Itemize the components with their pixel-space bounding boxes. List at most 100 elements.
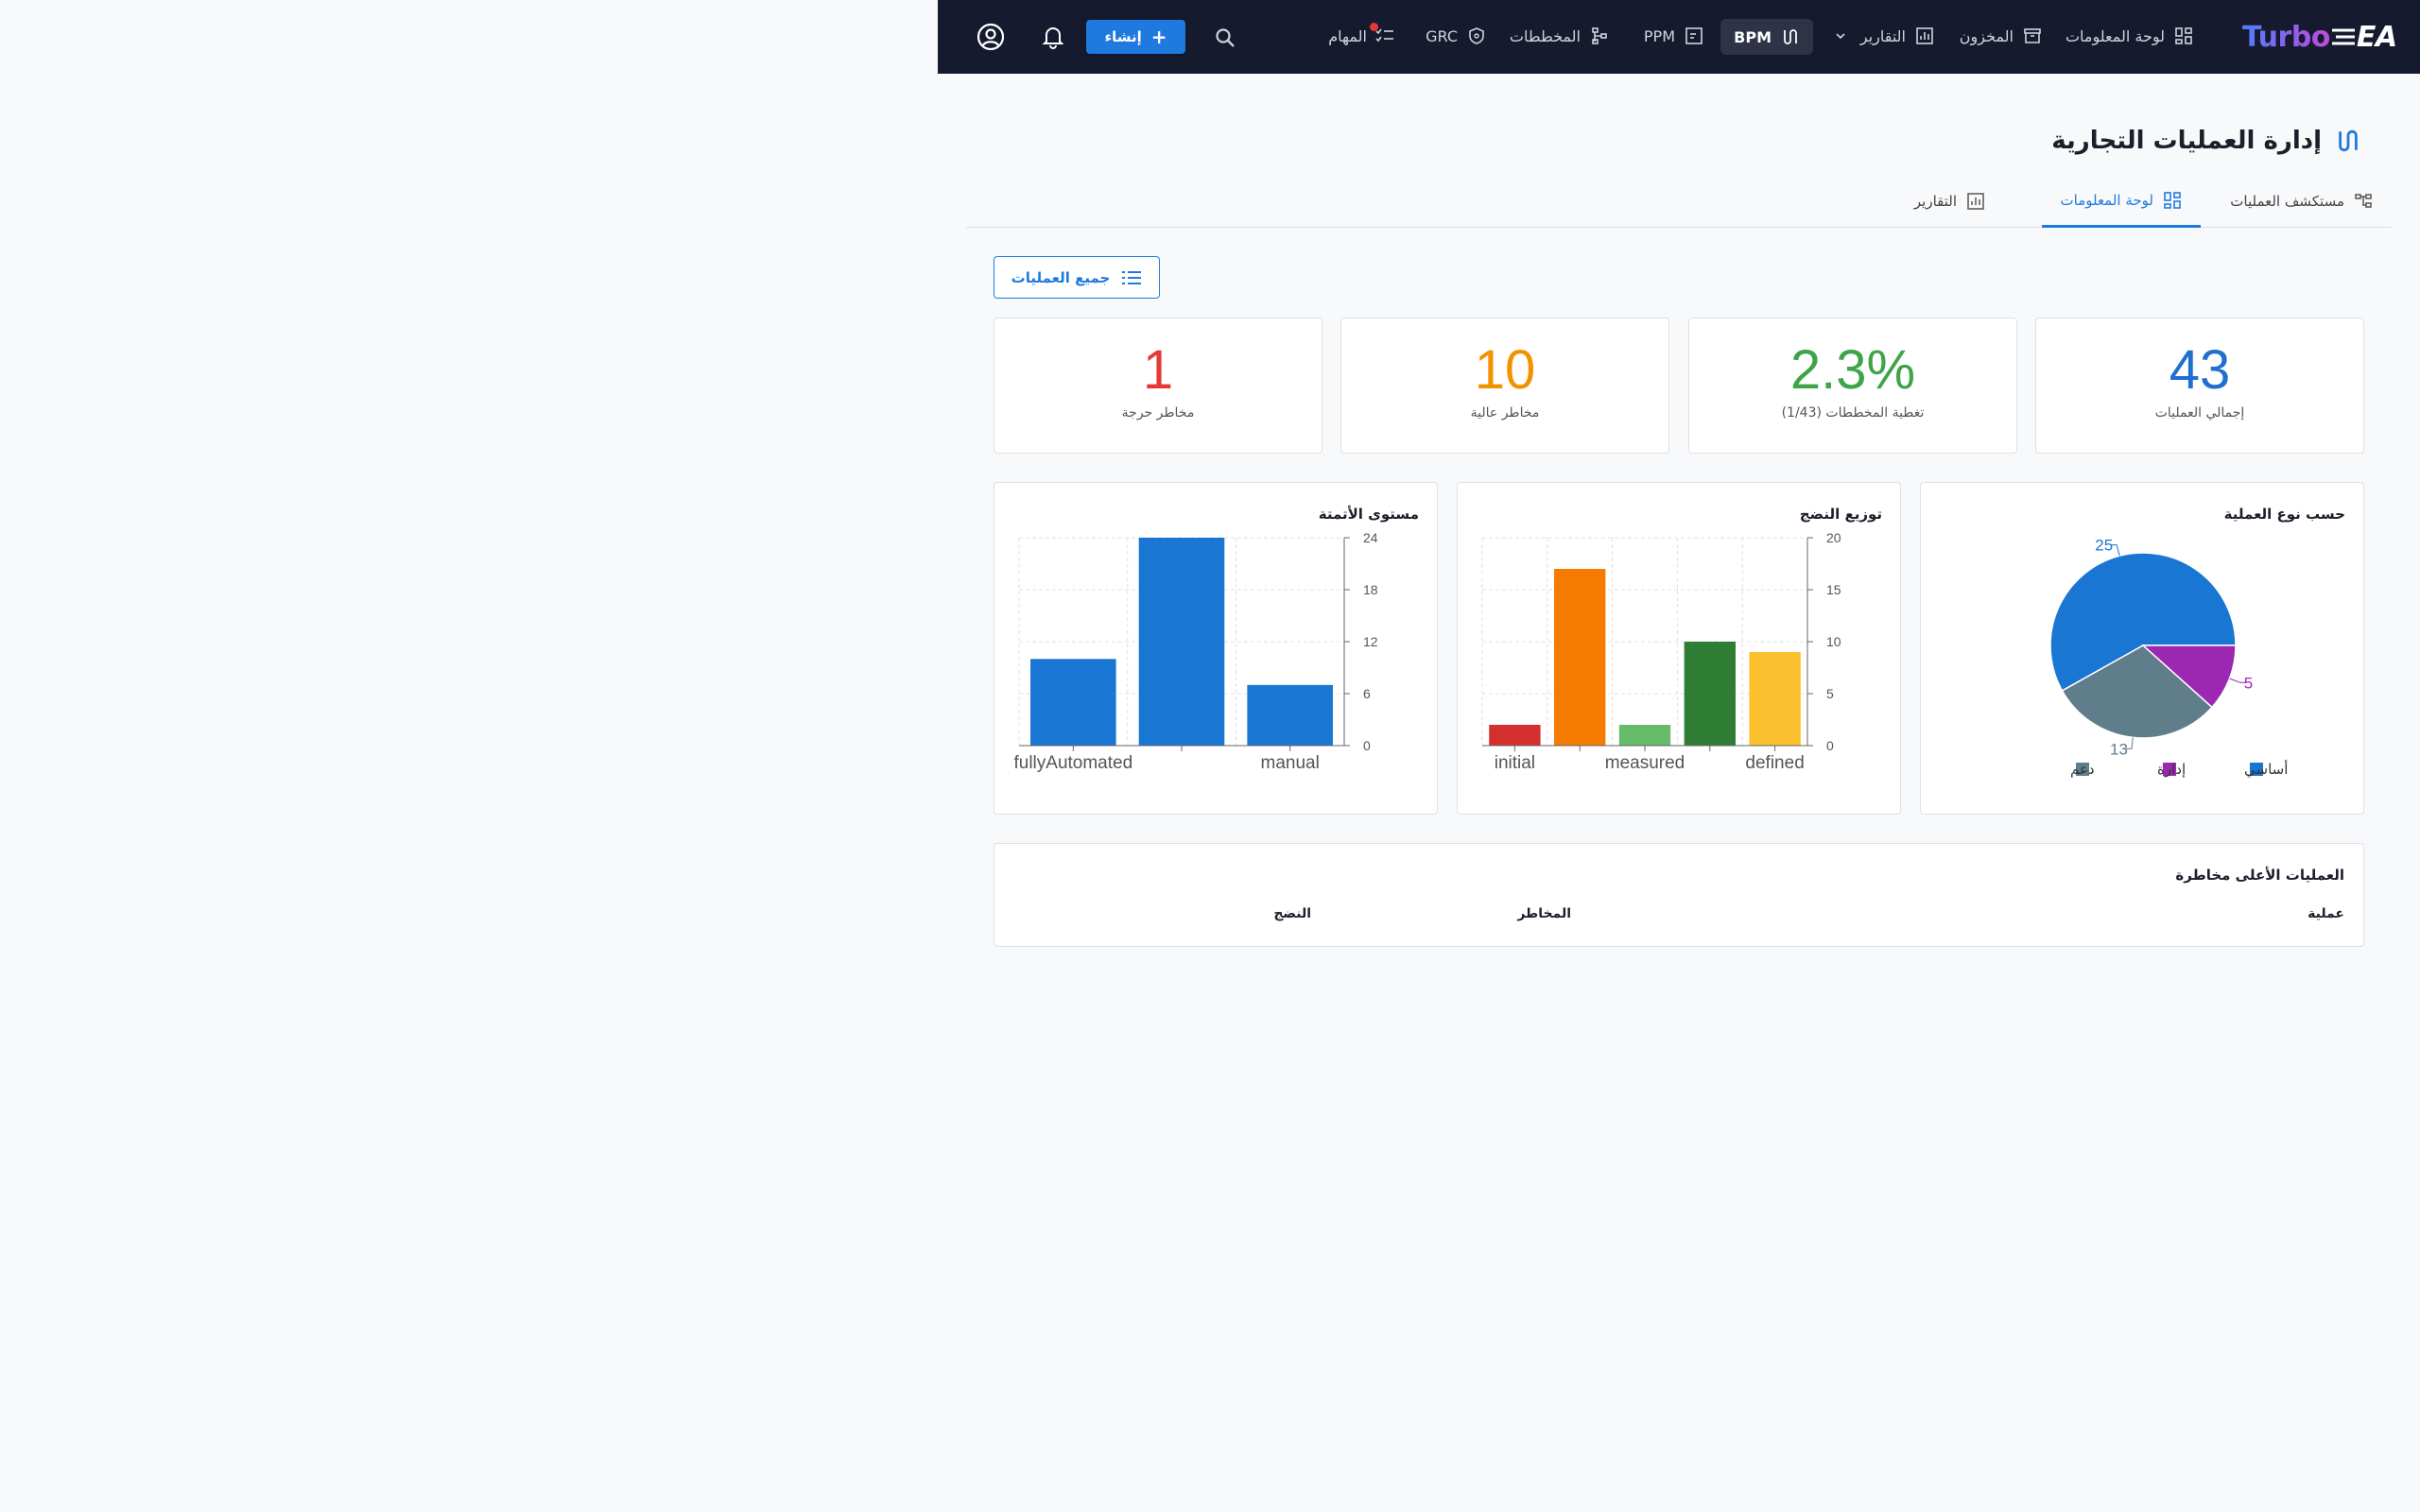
turbo-ea-logo[interactable]: Turbo EA <box>2242 20 2397 54</box>
pie-chart: 25 5 13 أساسي إدارة دعم <box>2049 537 2288 779</box>
notifications-button[interactable] <box>1040 24 1066 50</box>
x-tick-label: manual <box>1261 753 1320 773</box>
chart-title: حسب نوع العملية <box>2223 506 2345 523</box>
checklist-icon <box>1375 28 1393 43</box>
y-tick-label: 20 <box>1826 530 1841 545</box>
list-icon <box>1122 270 1142 284</box>
bar <box>1618 725 1671 746</box>
y-tick-label: 5 <box>1826 686 1834 701</box>
kpi-high-risks: 10 مخاطر عالية <box>1340 318 1669 454</box>
create-button[interactable]: + إنشاء <box>1086 20 1185 54</box>
nav-ppm[interactable]: PPM <box>1644 26 1703 45</box>
account-button[interactable] <box>976 22 1006 52</box>
y-tick-label: 0 <box>1826 738 1834 753</box>
x-tick-label: fullyAutomated <box>1013 753 1132 773</box>
chart-card-maturity: 0 5 10 15 20 initial measured defined توزيع الن… <box>1457 482 1901 815</box>
bar <box>1489 725 1541 746</box>
search-button[interactable] <box>1214 26 1236 49</box>
tab-reports[interactable]: التقارير <box>1914 175 1985 228</box>
kpi-value: 10 <box>1474 339 1536 401</box>
y-tick-label: 15 <box>1826 582 1841 597</box>
kpi-label: مخاطر عالية <box>1470 405 1540 421</box>
pie-value-label: 13 <box>2110 740 2128 758</box>
tab-dashboard[interactable]: لوحة المعلومات <box>2041 175 2201 228</box>
logo-stripes-icon <box>2331 28 2355 45</box>
bar <box>1749 652 1801 746</box>
pie-slice <box>2141 644 2237 709</box>
chart-title: توزيع النضج <box>1799 506 1882 523</box>
tasks-notification-dot <box>1370 23 1378 31</box>
bell-icon <box>1042 27 1064 49</box>
legend-label: أساسي <box>2244 760 2288 779</box>
route-icon <box>2339 129 2358 152</box>
pie-slice <box>2049 552 2237 692</box>
legend-swatch <box>2076 763 2089 776</box>
y-tick-label: 0 <box>1363 738 1371 753</box>
kpi-value: 1 <box>1142 339 1174 401</box>
project-icon <box>1685 27 1703 44</box>
bar <box>1030 659 1116 746</box>
chevron-down-icon <box>1836 33 1845 40</box>
bar-chart-icon <box>1967 193 1984 210</box>
tab-process-explorer[interactable]: مستكشف العمليات <box>2230 175 2373 228</box>
automation-bar-chart: 0 6 12 18 24 fullyAutomated manual <box>1013 530 1378 773</box>
account-circle-icon <box>977 23 1005 51</box>
bar <box>1247 684 1333 746</box>
nav-tasks[interactable]: المهام <box>1328 26 1395 45</box>
kpi-label: مخاطر حرجة <box>1121 405 1195 421</box>
legend-label: إدارة <box>2157 761 2186 778</box>
legend-swatch <box>2250 763 2263 776</box>
top-nav-bar: Turbo EA لوحة المعلومات المخزون التقارير … <box>938 0 2420 74</box>
chart-card-process-type: 25 5 13 أساسي إدارة دعم حسب نوع العملية <box>1920 482 2364 815</box>
y-tick-label: 12 <box>1363 634 1378 649</box>
pie-leader-line <box>2229 678 2246 683</box>
diagram-icon <box>1592 27 1607 44</box>
pie-leader-line <box>2125 737 2134 749</box>
pie-value-label: 25 <box>2095 537 2113 555</box>
kpi-label: إجمالي العمليات <box>2154 405 2245 421</box>
pie-slice <box>2061 644 2214 739</box>
maturity-bar-chart: 0 5 10 15 20 initial measured defined <box>1481 530 1841 773</box>
bar <box>1554 569 1606 746</box>
legend-label: دعم <box>2070 761 2095 778</box>
pie-leader-line <box>2111 544 2120 557</box>
x-tick-label: measured <box>1605 753 1685 773</box>
y-tick-label: 10 <box>1826 634 1841 649</box>
column-header-maturity[interactable]: النضج <box>1273 906 1311 921</box>
shield-icon <box>1469 27 1484 44</box>
dashboard-icon <box>2175 27 2192 44</box>
archive-icon <box>2024 28 2041 43</box>
nav-grc[interactable]: GRC <box>1426 26 1486 45</box>
all-processes-button[interactable]: جميع العمليات <box>994 256 1160 299</box>
column-header-process[interactable]: عملية <box>2308 906 2344 921</box>
bar <box>1138 538 1225 746</box>
y-tick-label: 18 <box>1363 582 1378 597</box>
table-title: العمليات الأعلى مخاطرة <box>2175 867 2344 884</box>
search-icon <box>1216 28 1235 47</box>
legend-swatch <box>2163 763 2176 776</box>
nav-dashboard[interactable]: لوحة المعلومات <box>2066 26 2193 45</box>
kpi-label: تغطية المخططات (1/43) <box>1781 405 1925 421</box>
nav-diagrams[interactable]: المخططات <box>1510 26 1609 45</box>
hierarchy-icon <box>2355 194 2372 208</box>
route-icon <box>1784 29 1797 44</box>
nav-bpm[interactable]: BPM <box>1720 19 1813 55</box>
column-header-risks[interactable]: المخاطر <box>1517 906 1571 921</box>
x-tick-label: initial <box>1495 753 1535 773</box>
nav-reports[interactable]: التقارير <box>1834 26 1934 45</box>
kpi-value: 2.3% <box>1789 339 1916 401</box>
page-title: إدارة العمليات التجارية <box>2051 127 2361 155</box>
x-tick-label: defined <box>1745 753 1804 773</box>
bar <box>1684 642 1736 746</box>
top-risk-processes-card: العمليات الأعلى مخاطرة عملية المخاطر الن… <box>994 843 2364 947</box>
y-tick-label: 6 <box>1363 686 1371 701</box>
nav-inventory[interactable]: المخزون <box>1960 26 2042 45</box>
chart-card-automation: 0 6 12 18 24 fullyAutomated manual مستوى الأتم… <box>994 482 1438 815</box>
kpi-diagram-coverage: 2.3% تغطية المخططات (1/43) <box>1688 318 2017 454</box>
kpi-total-processes: 43 إجمالي العمليات <box>2035 318 2364 454</box>
dashboard-icon <box>2164 191 2181 209</box>
y-tick-label: 24 <box>1363 530 1378 545</box>
kpi-critical-risks: 1 مخاطر حرجة <box>994 318 1322 454</box>
page-tabs: مستكشف العمليات لوحة المعلومات التقارير <box>966 175 2392 228</box>
chart-title: مستوى الأتمتة <box>1318 506 1419 523</box>
